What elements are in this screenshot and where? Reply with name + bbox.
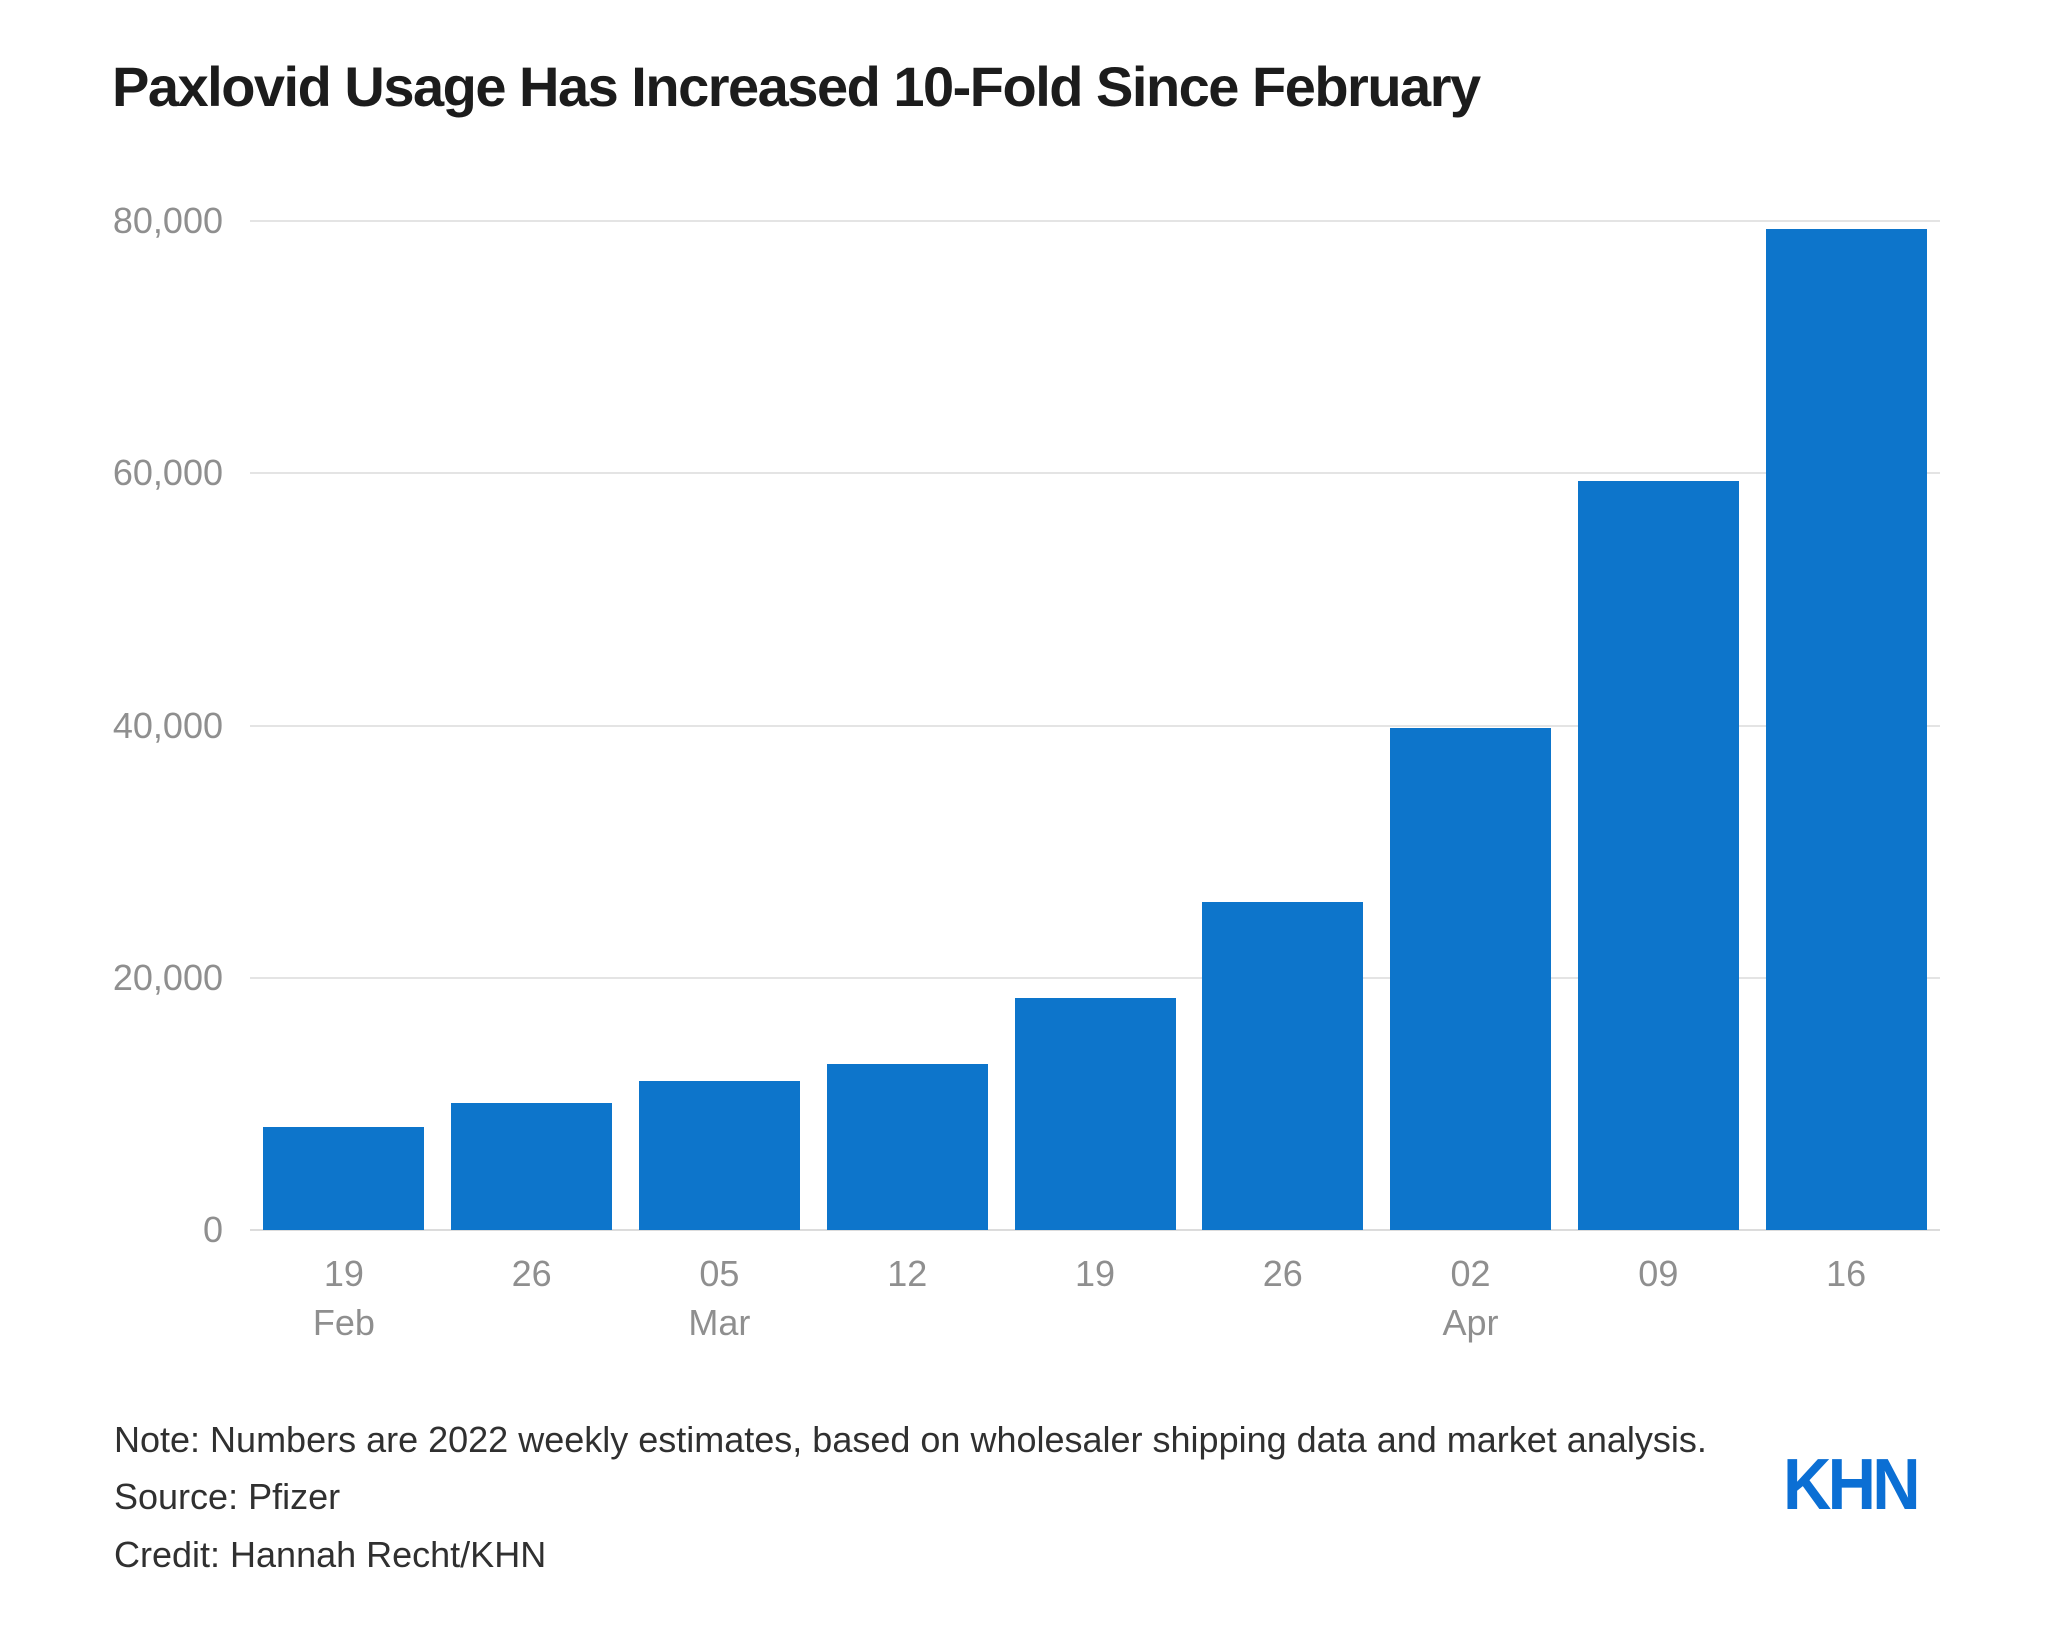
bar (1390, 728, 1552, 1230)
x-tick-label: 19 (323, 1253, 364, 1294)
bar (638, 1081, 800, 1230)
gridline (250, 976, 1940, 979)
month-label: Mar (688, 1302, 751, 1343)
bar (1765, 228, 1927, 1230)
x-tick-label: 26 (511, 1253, 552, 1294)
x-tick-label: 05 (699, 1253, 740, 1294)
chart-title: Paxlovid Usage Has Increased 10-Fold Sin… (112, 55, 1481, 118)
bar (1202, 902, 1364, 1230)
credit-text: Credit: Hannah Recht/KHN (114, 1534, 547, 1575)
note-text: Note: Numbers are 2022 weekly estimates,… (114, 1419, 1707, 1460)
x-tick-label: 26 (1262, 1253, 1303, 1294)
x-axis-line (250, 1229, 1940, 1231)
x-tick-label: 02 (1450, 1253, 1491, 1294)
y-tick-label: 0 (202, 1209, 223, 1250)
gridline (250, 472, 1940, 475)
gridline (250, 724, 1940, 727)
x-tick-label: 16 (1826, 1253, 1867, 1294)
y-tick-label: 20,000 (112, 956, 223, 998)
y-tick-label: 80,000 (112, 200, 223, 241)
y-tick-label: 40,000 (112, 704, 223, 746)
bar (451, 1102, 613, 1230)
khn-logo: KHN (1783, 1445, 1921, 1525)
gridline (250, 220, 1940, 222)
bar (263, 1126, 425, 1230)
bar (1577, 480, 1739, 1230)
month-label: Feb (312, 1302, 375, 1343)
y-tick-label: 60,000 (112, 452, 223, 494)
month-label: Apr (1442, 1302, 1499, 1343)
bar (826, 1063, 988, 1230)
x-tick-label: 12 (887, 1253, 928, 1294)
bar (1014, 997, 1176, 1230)
x-tick-label: 09 (1638, 1253, 1679, 1294)
source-text: Source: Pfizer (114, 1476, 341, 1517)
x-tick-label: 19 (1074, 1253, 1116, 1294)
